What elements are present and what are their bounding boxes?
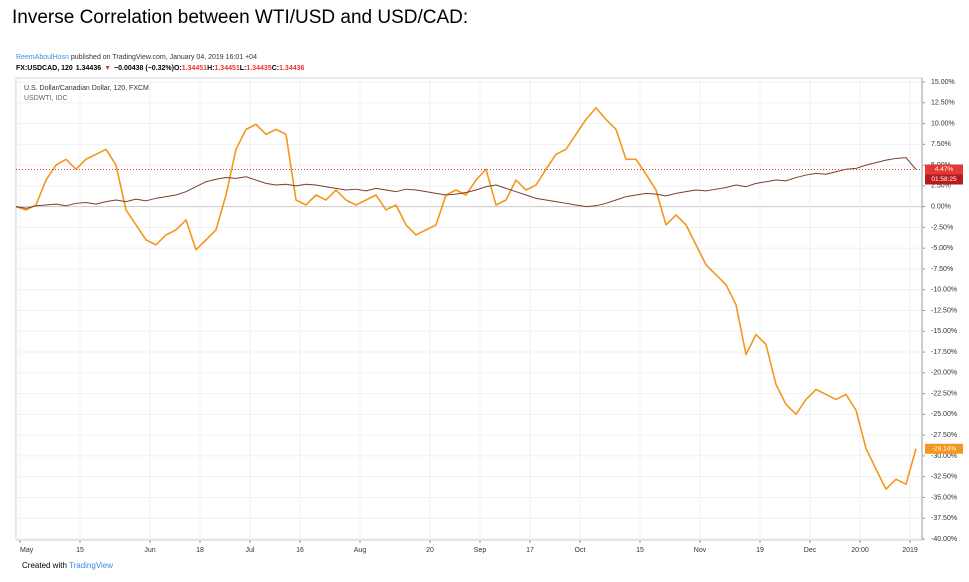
symbol-part: H:: [207, 65, 214, 72]
y-tick-label: -7.50%: [931, 266, 953, 273]
countdown-box: [925, 174, 963, 185]
x-tick-label: 20: [426, 547, 434, 554]
symbol-part: O:: [174, 65, 182, 72]
y-tick-label: -22.50%: [931, 390, 957, 397]
x-tick-label: May: [20, 547, 34, 554]
series-line: [15, 106, 917, 490]
x-tick-label: Aug: [354, 547, 367, 554]
x-tick-label: 20:00: [851, 547, 869, 554]
y-tick-label: -27.50%: [931, 432, 957, 439]
x-tick-label: Dec: [804, 547, 817, 554]
y-tick-label: -32.50%: [931, 474, 957, 481]
symbol-part: FX:USDCAD, 120: [16, 65, 73, 72]
symbol-part: 1.34435: [246, 65, 271, 72]
y-tick-label: 15.00%: [931, 79, 955, 86]
symbol-part: 1.34451: [182, 65, 207, 72]
y-tick-label: -17.50%: [931, 349, 957, 356]
y-tick-label: 0.00%: [931, 203, 951, 210]
symbol-line: FX:USDCAD, 120 1.34436 ▼ −0.00438 (−0.32%)O…: [16, 65, 305, 72]
x-tick-label: Sep: [474, 547, 487, 554]
symbol-part: 1.34451: [214, 65, 239, 72]
footer: Created with TradingView: [22, 561, 113, 570]
symbol-part: L:: [240, 65, 247, 72]
x-tick-label: 16: [296, 547, 304, 554]
heading: Inverse Correlation between WTI/USD and …: [12, 7, 468, 28]
price-label: 4.47%: [935, 166, 954, 173]
symbol-part: ▼: [104, 65, 111, 72]
y-tick-label: -20.00%: [931, 370, 957, 377]
x-tick-label: 17: [526, 547, 534, 554]
footer-text: Created with: [22, 561, 67, 570]
y-tick-label: -2.50%: [931, 224, 953, 231]
y-tick-label: -25.00%: [931, 411, 957, 418]
y-tick-label: -30.00%: [931, 453, 957, 460]
y-tick-label: 10.00%: [931, 120, 955, 127]
series-line: [15, 157, 917, 209]
publisher: ReemAboulHosn: [16, 54, 69, 61]
x-tick-label: 15: [76, 547, 84, 554]
countdown: 01:58:25: [931, 176, 957, 183]
x-tick-label: 2019: [902, 547, 918, 554]
y-tick-label: 12.50%: [931, 100, 955, 107]
published: published on TradingView.com, January 04…: [71, 54, 257, 61]
legend-entry: USDWTI, IDC: [24, 95, 68, 102]
symbol-part: 1.34436: [279, 65, 304, 72]
symbol-part: C:: [272, 65, 279, 72]
y-tick-label: -37.50%: [931, 515, 957, 522]
y-tick-label: -5.00%: [931, 245, 953, 252]
plot-frame: [15, 77, 923, 541]
y-tick-label: -12.50%: [931, 307, 957, 314]
x-tick-label: 15: [636, 547, 644, 554]
x-tick-label: Oct: [575, 547, 586, 554]
y-tick-label: -10.00%: [931, 287, 957, 294]
symbol-part: 1.34436: [76, 65, 101, 72]
symbol-part: −0.00438 (−0.32%): [114, 65, 174, 72]
legend-entry: U.S. Dollar/Canadian Dollar, 120, FXCM: [24, 85, 149, 92]
price-label: -29.14%: [932, 445, 956, 452]
price-box: [925, 164, 963, 175]
x-tick-label: Jun: [144, 547, 155, 554]
price-box: [925, 443, 963, 454]
x-tick-label: Jul: [246, 547, 255, 554]
y-tick-label: -15.00%: [931, 328, 957, 335]
y-tick-label: 2.50%: [931, 183, 951, 190]
footer-brand: TradingView: [69, 561, 113, 570]
publish-line: ReemAboulHosn published on TradingView.c…: [16, 54, 257, 61]
x-tick-label: Nov: [694, 547, 707, 554]
y-tick-label: 7.50%: [931, 141, 951, 148]
x-tick-label: 18: [196, 547, 204, 554]
y-tick-label: -40.00%: [931, 536, 957, 543]
x-tick-label: 19: [756, 547, 764, 554]
y-tick-label: -35.00%: [931, 494, 957, 501]
